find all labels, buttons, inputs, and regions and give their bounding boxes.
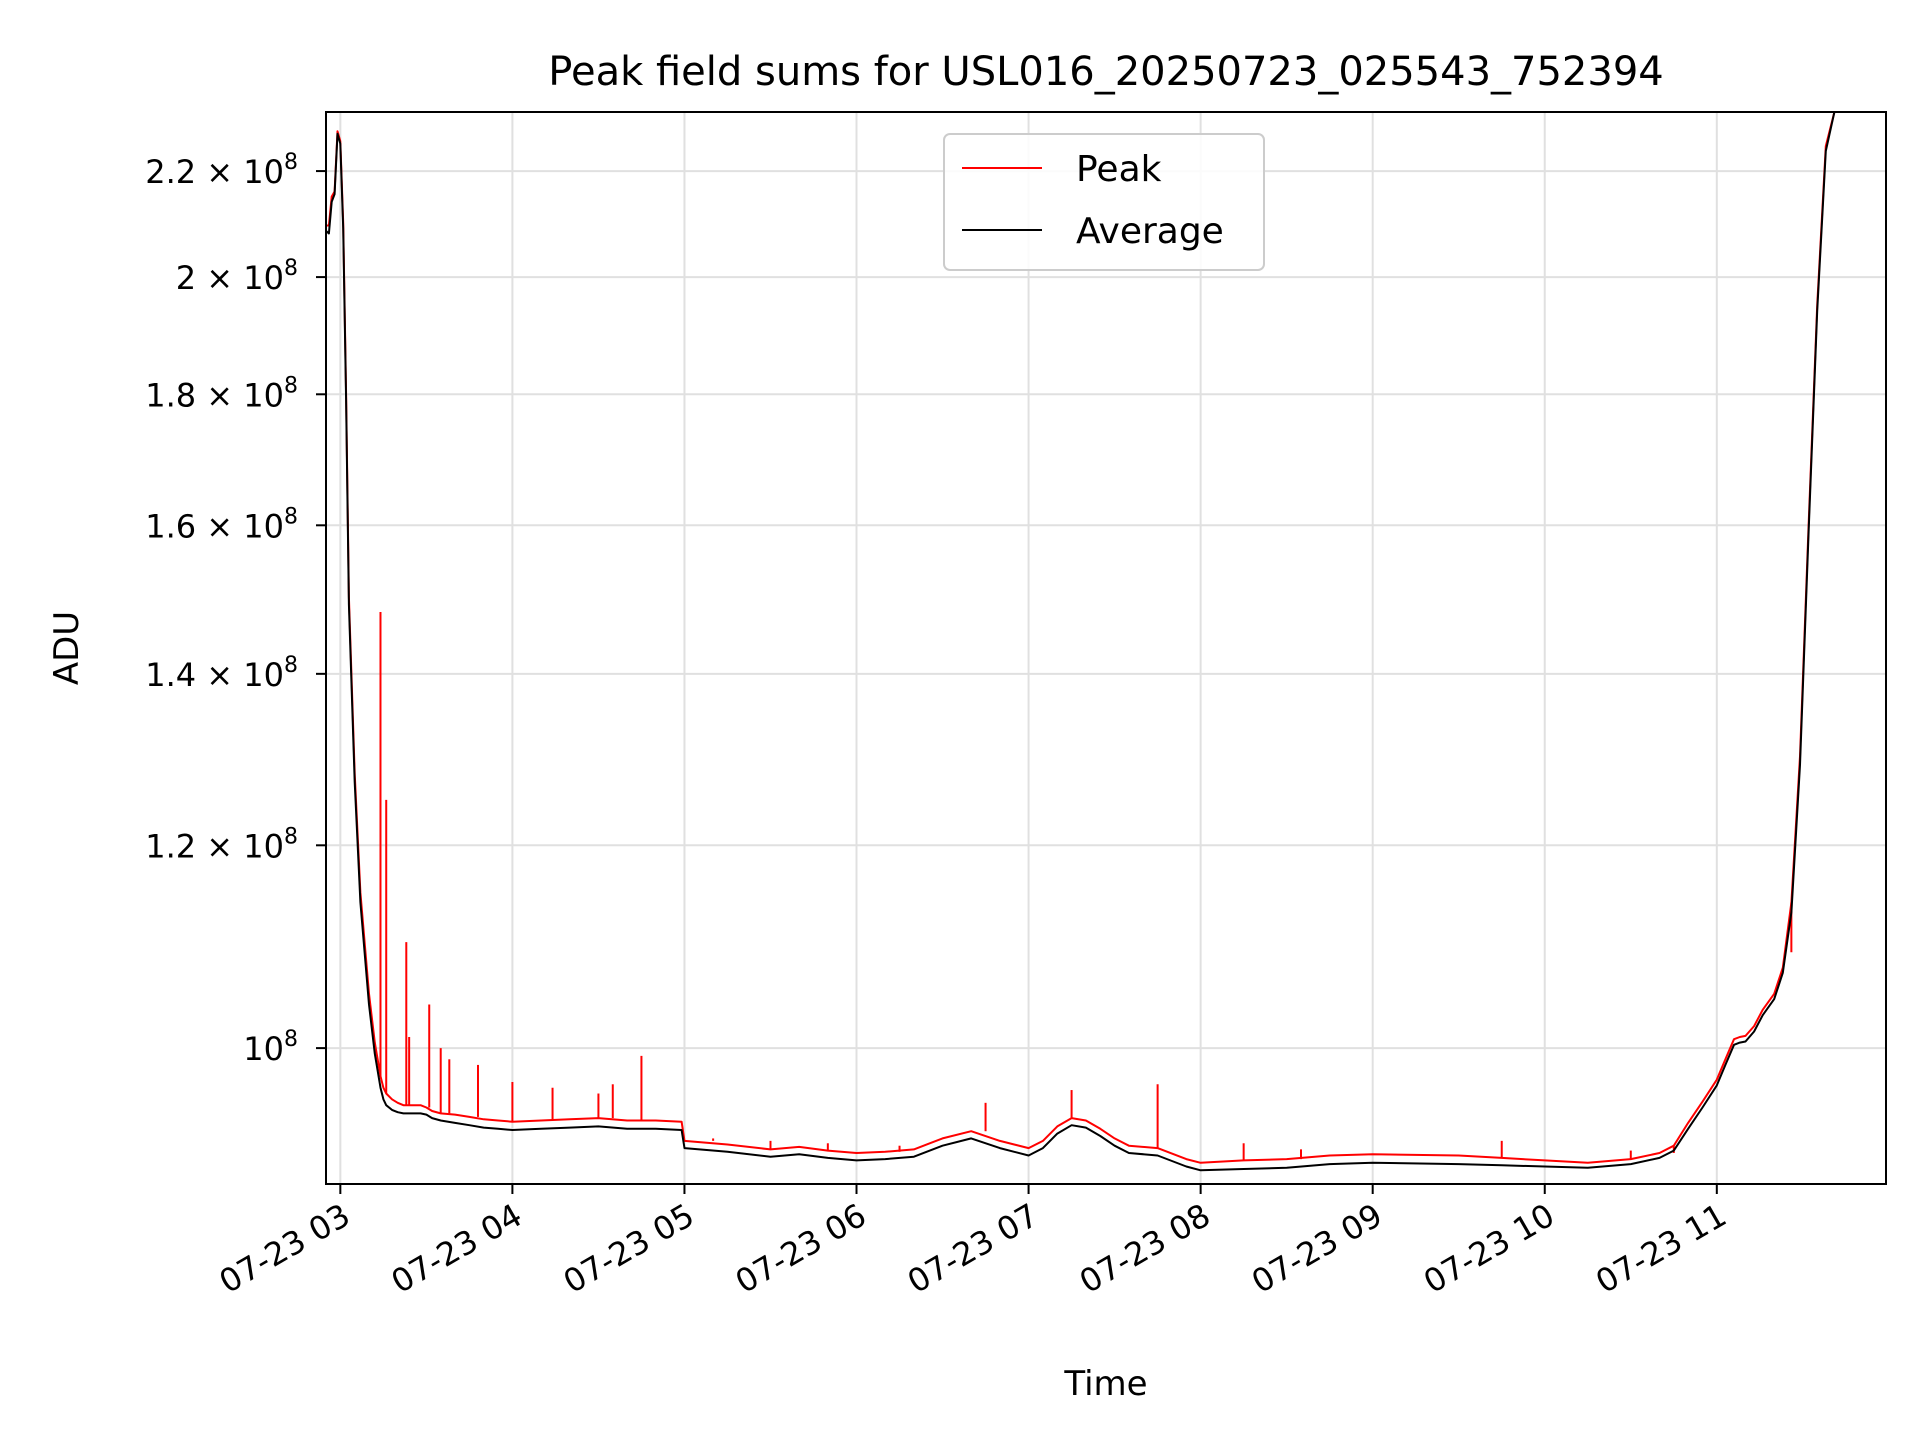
y-tick-label: 2.2 × 108 (145, 150, 298, 191)
series-line-peak (326, 112, 1836, 1164)
plot-frame (325, 111, 1887, 1185)
grid (326, 112, 1886, 1184)
y-tick-label: 1.8 × 108 (145, 373, 298, 414)
y-tick-label: 108 (243, 1027, 298, 1068)
series-layer (326, 112, 1836, 1172)
y-tick-label: 1.4 × 108 (145, 653, 298, 694)
y-axis-label: ADU (47, 611, 87, 685)
series-line-average (326, 112, 1836, 1172)
y-tick-label: 1.2 × 108 (145, 824, 298, 865)
y-tick-label: 2 × 108 (176, 256, 298, 297)
x-axis-label: Time (1063, 1364, 1147, 1404)
legend-label-peak: Peak (1076, 149, 1162, 190)
y-tick-label: 1.6 × 108 (145, 504, 298, 545)
legend-label-average: Average (1076, 211, 1224, 252)
chart-title: Peak field sums for USL016_20250723_0255… (548, 49, 1663, 95)
legend: Peak Average (943, 133, 1265, 271)
y-axis: 108 1.2 × 108 1.4 × 108 1.6 × 108 1.8 × 108 2… (145, 150, 326, 1068)
